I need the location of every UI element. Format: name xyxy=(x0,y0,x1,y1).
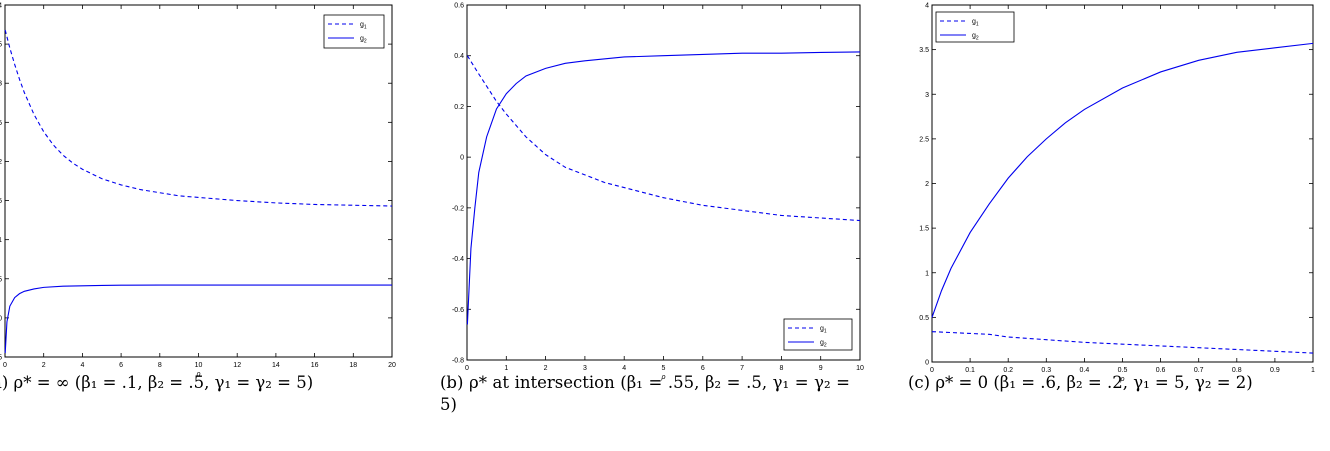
caption-c: (c) ρ* = 0 (β₁ = .6, β₂ = .2, γ₁ = 5, γ₂… xyxy=(908,373,1253,392)
y-tick-label: 2.5 xyxy=(919,136,929,143)
x-tick-label: 8 xyxy=(158,362,162,369)
x-tick-label: 2 xyxy=(544,365,548,372)
x-axis-label: ρ xyxy=(1119,376,1124,383)
y-tick-label: 1.5 xyxy=(0,198,2,205)
y-tick-label: 3 xyxy=(925,92,929,99)
y-tick-label: 4 xyxy=(925,3,929,10)
legend-box xyxy=(323,14,385,49)
legend-label-g1: g1 xyxy=(820,326,827,335)
x-tick-label: 1 xyxy=(504,365,508,372)
y-tick-label: 3.5 xyxy=(919,47,929,54)
caption-b: (b) ρ* at intersection (β₁ = .55, β₂ = .… xyxy=(440,373,850,414)
legend: g1 g2 xyxy=(323,14,385,49)
y-tick-label: 2.5 xyxy=(0,120,2,127)
legend: g1 g2 xyxy=(783,318,853,351)
legend-label-g2: g2 xyxy=(972,33,979,42)
x-tick-label: 16 xyxy=(311,362,319,369)
y-tick-label: 1.5 xyxy=(919,226,929,233)
y-tick-label: 0.6 xyxy=(454,3,464,10)
chart-a: 02468101214161820-0.500.511.522.533.54ρg… xyxy=(0,3,396,379)
chart-b: 0 1 2 3 4 5 6 7 8 9 10 -0.8 -0.6 -0.4 -0.2 0 0.2 0.4 0.6 ρ g… xyxy=(452,3,864,382)
series-line-g2 xyxy=(4,284,392,354)
x-tick-label: 10 xyxy=(195,362,203,369)
series-line-g2 xyxy=(931,42,1314,318)
x-tick-label: 7 xyxy=(740,365,744,372)
y-tick-label: -0.5 xyxy=(0,355,2,362)
x-tick-label: 0 xyxy=(930,367,934,374)
plot-frame xyxy=(4,4,393,358)
x-tick-label: 0.2 xyxy=(1003,367,1013,374)
x-tick-label: 4 xyxy=(622,365,626,372)
y-tick-label: 0.2 xyxy=(454,104,464,111)
x-tick-label: 6 xyxy=(119,362,123,369)
legend-label-g1: g1 xyxy=(972,19,979,28)
x-axis-label: ρ xyxy=(660,374,665,381)
x-tick-label: 0.7 xyxy=(1194,367,1204,374)
x-tick-label: 8 xyxy=(779,365,783,372)
x-tick-label: 2 xyxy=(42,362,46,369)
y-tick-label: 0 xyxy=(460,155,464,162)
x-tick-label: 4 xyxy=(80,362,84,369)
x-tick-label: 0 xyxy=(3,362,7,369)
x-tick-label: 5 xyxy=(662,365,666,372)
series-line-g2 xyxy=(466,51,861,325)
x-tick-label: 6 xyxy=(701,365,705,372)
caption-a: a) ρ* = ∞ (β₁ = .1, β₂ = .5, γ₁ = γ₂ = 5… xyxy=(0,373,314,392)
legend-label-g2: g2 xyxy=(820,340,827,349)
x-tick-label: 1 xyxy=(1311,367,1315,374)
series-line-g1 xyxy=(4,29,393,207)
series-line-g1 xyxy=(466,55,861,222)
x-tick-label: 0.5 xyxy=(1118,367,1128,374)
x-tick-label: 0.4 xyxy=(1080,367,1090,374)
plot-frame xyxy=(931,4,1314,363)
x-tick-label: 10 xyxy=(856,365,864,372)
legend-label-g2: g2 xyxy=(360,36,367,45)
y-tick-label: 0.4 xyxy=(454,53,464,60)
y-tick-label: 1 xyxy=(0,237,2,244)
chart-c: 0 0.1 0.2 0.3 0.4 0.5 0.6 0.7 0.8 0.9 1 0 0.5 1 1.5 2 2.… xyxy=(919,3,1315,384)
x-tick-label: 14 xyxy=(272,362,280,369)
y-tick-label: 2 xyxy=(925,181,929,188)
x-tick-label: 0.8 xyxy=(1232,367,1242,374)
x-tick-label: 3 xyxy=(583,365,587,372)
y-tick-label: -0.8 xyxy=(452,358,464,365)
x-tick-label: 0 xyxy=(465,365,469,372)
x-tick-label: 0.1 xyxy=(965,367,975,374)
legend: g1 g2 xyxy=(935,11,1015,43)
y-tick-label: 1 xyxy=(925,270,929,277)
x-tick-label: 0.9 xyxy=(1270,367,1280,374)
y-tick-label: 4 xyxy=(0,3,2,10)
legend-box xyxy=(783,318,853,351)
y-tick-label: -0.4 xyxy=(452,256,464,263)
y-tick-label: 3 xyxy=(0,81,2,88)
y-tick-label: 0.5 xyxy=(919,315,929,322)
y-tick-label: 2 xyxy=(0,159,2,166)
x-tick-label: 9 xyxy=(819,365,823,372)
x-tick-label: 0.3 xyxy=(1041,367,1051,374)
x-tick-label: 18 xyxy=(349,362,357,369)
series-line-g1 xyxy=(931,331,1314,354)
x-axis-label: ρ xyxy=(195,371,200,378)
x-tick-label: 12 xyxy=(233,362,241,369)
x-tick-label: 0.6 xyxy=(1156,367,1166,374)
legend-box xyxy=(935,11,1015,43)
y-tick-label: -0.2 xyxy=(452,205,464,212)
legend-label-g1: g1 xyxy=(360,22,367,31)
y-tick-label: -0.6 xyxy=(452,307,464,314)
x-tick-label: 20 xyxy=(388,362,396,369)
y-tick-label: 3.5 xyxy=(0,42,2,49)
y-tick-label: 0 xyxy=(925,360,929,367)
y-tick-label: 0 xyxy=(0,315,2,322)
y-tick-label: 0.5 xyxy=(0,276,2,283)
plot-frame xyxy=(466,4,861,361)
